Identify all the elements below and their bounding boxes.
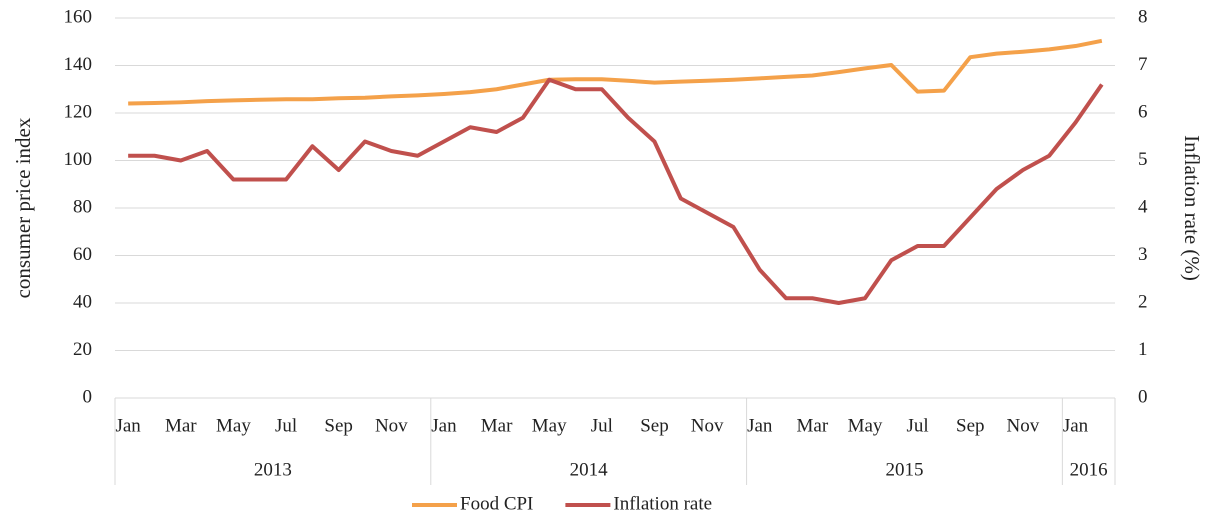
x-group-label: 2015 bbox=[885, 459, 923, 480]
x-tick-label: Sep bbox=[324, 415, 353, 436]
y-tick-label: 120 bbox=[64, 101, 93, 122]
x-tick-label: May bbox=[532, 415, 567, 436]
x-tick-label: Mar bbox=[165, 415, 197, 436]
x-group-label: 2016 bbox=[1070, 459, 1108, 480]
x-tick-label: May bbox=[848, 415, 883, 436]
x-tick-label: Sep bbox=[640, 415, 669, 436]
y2-tick-label: 7 bbox=[1138, 54, 1148, 75]
x-tick-label: Jul bbox=[591, 415, 613, 436]
x-tick-label: Nov bbox=[691, 415, 724, 436]
y2-tick-label: 4 bbox=[1138, 196, 1148, 217]
y-axis-title: consumer price index bbox=[11, 117, 35, 298]
x-tick-label: Nov bbox=[1007, 415, 1040, 436]
y-tick-label: 160 bbox=[64, 6, 93, 27]
x-tick-label: Mar bbox=[481, 415, 513, 436]
y2-tick-label: 1 bbox=[1138, 339, 1148, 360]
y-tick-label: 20 bbox=[73, 339, 92, 360]
series-line bbox=[128, 77, 1104, 305]
x-tick-label: Sep bbox=[956, 415, 985, 436]
x-tick-label: Jan bbox=[431, 415, 457, 436]
x-tick-label: Nov bbox=[375, 415, 408, 436]
y2-tick-label: 8 bbox=[1138, 6, 1148, 27]
x-tick-label: Jul bbox=[907, 415, 929, 436]
x-tick-label: May bbox=[216, 415, 251, 436]
y-tick-label: 100 bbox=[64, 149, 93, 170]
y2-tick-label: 3 bbox=[1138, 244, 1148, 265]
x-group-label: 2014 bbox=[570, 459, 609, 480]
y-tick-label: 40 bbox=[73, 291, 92, 312]
y2-tick-label: 5 bbox=[1138, 149, 1148, 170]
y-tick-label: 140 bbox=[64, 54, 93, 75]
y2-tick-label: 6 bbox=[1138, 101, 1148, 122]
y2-axis-title: Inflation rate (%) bbox=[1180, 135, 1204, 281]
y2-tick-label: 0 bbox=[1138, 386, 1148, 407]
x-tick-label: Jan bbox=[747, 415, 773, 436]
x-tick-label: Jan bbox=[1063, 415, 1089, 436]
y2-tick-label: 2 bbox=[1138, 291, 1148, 312]
legend-label: Food CPI bbox=[460, 493, 533, 514]
y-tick-label: 0 bbox=[83, 386, 93, 407]
x-tick-label: Jan bbox=[115, 415, 141, 436]
y-tick-label: 80 bbox=[73, 196, 92, 217]
legend-label: Inflation rate bbox=[613, 493, 712, 514]
y-tick-label: 60 bbox=[73, 244, 92, 265]
series-line bbox=[128, 38, 1103, 106]
x-group-label: 2013 bbox=[254, 459, 292, 480]
x-tick-label: Jul bbox=[275, 415, 297, 436]
x-tick-label: Mar bbox=[797, 415, 829, 436]
